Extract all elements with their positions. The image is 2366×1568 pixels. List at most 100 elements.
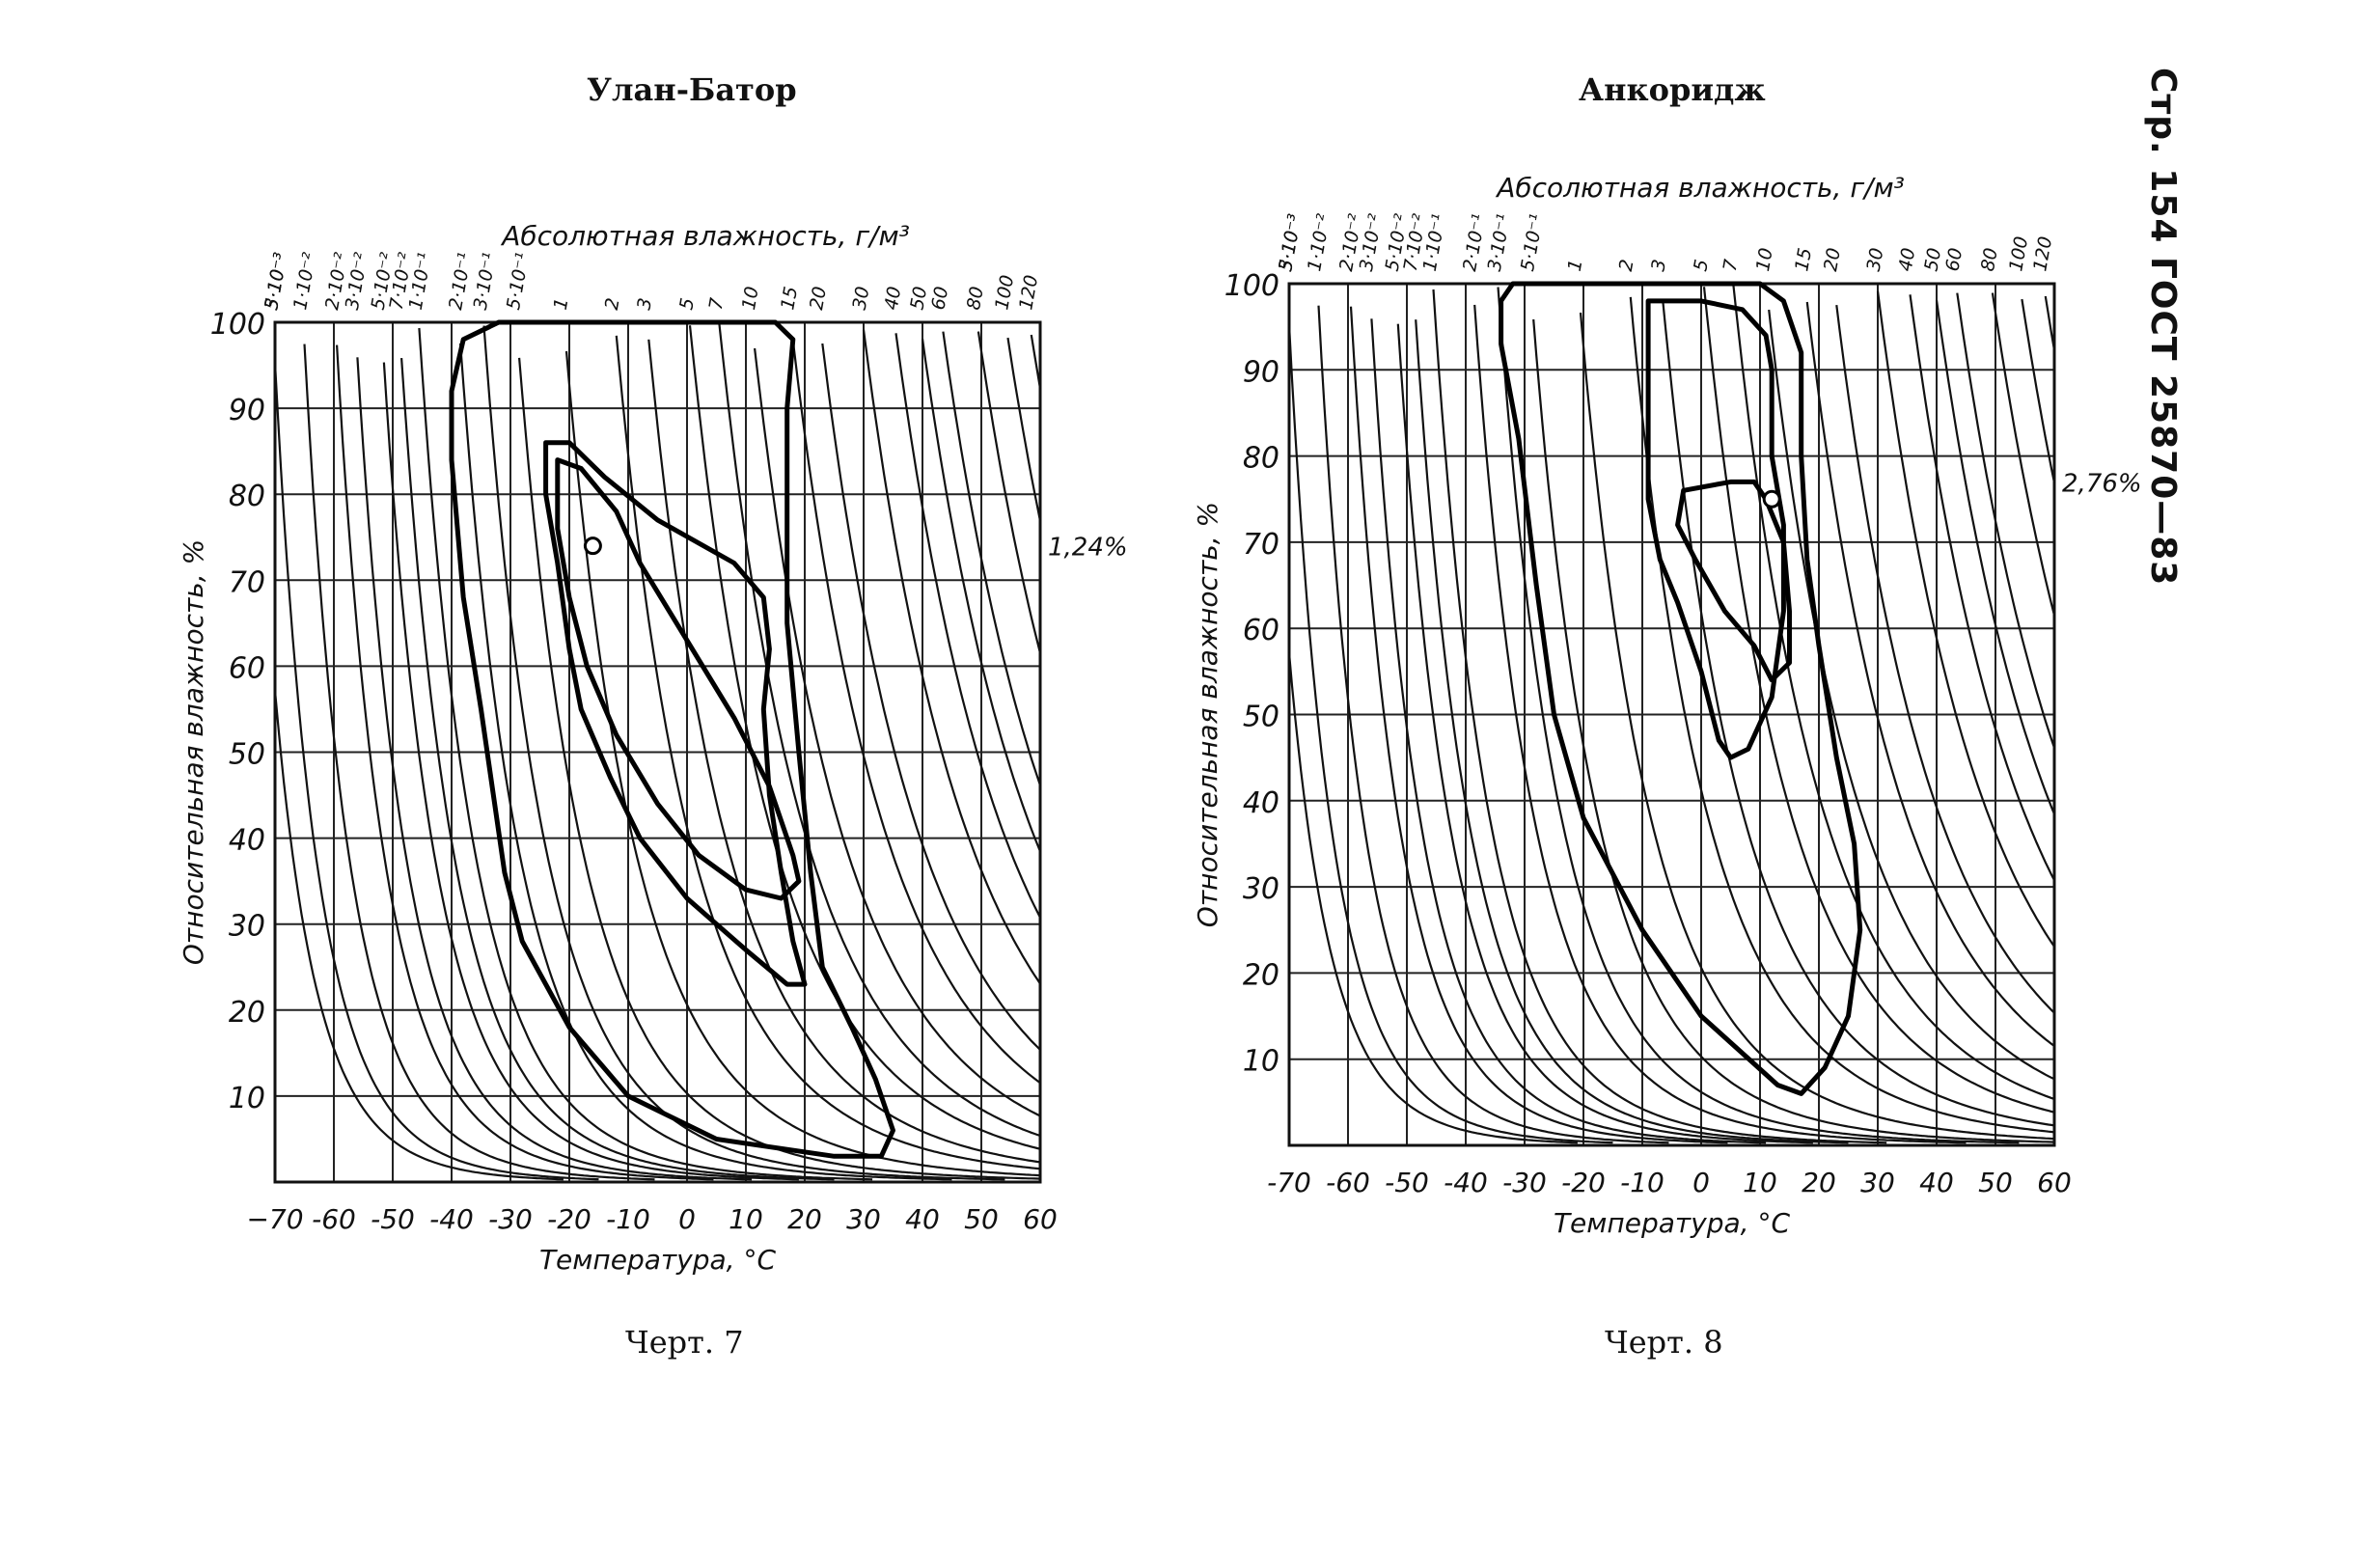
figure-caption-8: Черт. 8 [1605,1324,1723,1361]
absolute-humidity-label: 2 [601,296,624,312]
x-tick-label: 10 [729,1203,763,1235]
y-tick-label: 90 [1243,355,1279,389]
y-tick-label: 20 [229,996,265,1030]
absolute-humidity-label: 7 [1719,258,1743,273]
y-tick-label: 100 [210,308,265,342]
absolute-humidity-label: 80 [1977,246,2002,273]
absolute-humidity-label: 15 [777,285,802,312]
x-tick-label: 30 [846,1203,881,1235]
top-axis-label: Абсолютная влажность, г/м³ [500,220,910,252]
absolute-humidity-label: 2 [1615,258,1638,273]
top-axis-label: Абсолютная влажность, г/м³ [1495,172,1905,204]
y-axis-title: Относительная влажность, % [178,539,209,965]
y-tick-label: 90 [229,394,265,427]
absolute-humidity-curve [400,358,835,1181]
y-tick-label: 10 [229,1082,265,1115]
y-tick-label: 100 [1224,269,1279,303]
absolute-humidity-curve [1473,304,1967,1144]
absolute-humidity-curve [1909,294,2055,881]
absolute-humidity-curve [1432,289,1887,1144]
x-tick-label: -10 [606,1203,650,1235]
x-tick-label: -40 [429,1203,474,1235]
absolute-humidity-curve [1287,652,1578,1144]
x-tick-label: 40 [905,1203,940,1235]
absolute-humidity-curve [273,690,564,1181]
x-tick-label: 60 [2037,1167,2072,1198]
x-axis-title: Температура, °С [539,1244,777,1276]
absolute-humidity-curve [1956,292,2056,749]
absolute-humidity-curve [1497,287,2020,1144]
y-tick-label: 20 [1243,958,1279,992]
absolute-humidity-curve [564,350,1041,1177]
absolute-humidity-curve [2021,298,2056,483]
absolute-humidity-label: 15 [1791,246,1816,273]
absolute-humidity-curve [1532,318,2055,1143]
x-tick-label: −70 [246,1203,303,1235]
y-axis-title: Относительная влажность, % [1192,502,1224,927]
x-tick-label: 40 [1919,1167,1954,1198]
absolute-humidity-label: 20 [806,285,831,312]
x-tick-label: -50 [371,1203,415,1235]
absolute-humidity-label: 1 [550,296,573,312]
absolute-humidity-curve [1702,287,2055,1114]
climate-envelope-1 [449,319,895,1159]
climate-envelope-1 [1499,281,1863,1096]
x-tick-label: -20 [547,1203,592,1235]
absolute-humidity-label: 60 [927,285,952,312]
absolute-humidity-curve [1579,312,2055,1141]
absolute-humidity-label: 60 [1941,246,1967,273]
absolute-humidity-label: 30 [1863,246,1888,273]
x-tick-label: -30 [1502,1167,1547,1198]
absolute-humidity-curve [894,333,1041,919]
absolute-humidity-curve [977,331,1042,654]
absolute-humidity-label: 120 [2029,234,2056,273]
absolute-humidity-label: 5·10⁻³ [1275,212,1306,273]
absolute-humidity-curve [1629,296,2055,1134]
chart-title-anchorage: Анкоридж [1579,71,1766,108]
x-axis-title: Температура, °С [1554,1207,1791,1239]
x-tick-label: -70 [1267,1167,1311,1198]
climate-envelope-3 [555,457,802,901]
absolute-humidity-curve [273,363,599,1181]
climate-envelope-3 [1675,479,1792,683]
side-note: 2,76% [2062,469,2142,498]
y-tick-label: 60 [1243,614,1279,647]
absolute-humidity-curve [336,344,714,1181]
absolute-humidity-curve [862,329,1041,985]
absolute-humidity-curve [2044,295,2056,351]
absolute-humidity-curve [1991,292,2056,616]
chart-title-ulaanbaatar: Улан-Батор [587,71,797,108]
absolute-humidity-curve [1317,305,1669,1144]
absolute-humidity-curve [482,325,1005,1181]
absolute-humidity-curve [1876,290,2055,948]
absolute-humidity-curve [921,339,1042,852]
absolute-humidity-label: 10 [738,285,763,312]
y-tick-label: 10 [1243,1045,1279,1079]
absolute-humidity-curve [382,362,799,1181]
absolute-humidity-curve [1935,300,2056,815]
x-tick-label: 50 [1978,1167,2013,1198]
x-tick-label: 60 [1023,1203,1058,1235]
y-tick-label: 50 [229,738,265,772]
y-tick-label: 70 [229,565,265,599]
y-tick-label: 60 [229,651,265,685]
y-tick-label: 80 [229,480,265,513]
absolute-humidity-curve [821,343,1041,1051]
absolute-humidity-curve [1396,323,1813,1144]
absolute-humidity-curve [688,325,1041,1150]
x-tick-label: 0 [1692,1167,1710,1198]
x-tick-label: -10 [1620,1167,1664,1198]
absolute-humidity-curve [356,357,753,1181]
absolute-humidity-curve [615,335,1041,1170]
x-tick-label: -40 [1444,1167,1488,1198]
absolute-humidity-label: 3 [633,296,656,312]
y-tick-label: 70 [1243,528,1279,562]
x-tick-label: 50 [964,1203,999,1235]
absolute-humidity-label: 40 [881,285,906,312]
x-tick-label: 30 [1860,1167,1895,1198]
absolute-humidity-label: 3 [1647,258,1670,273]
absolute-humidity-curve [1030,334,1042,389]
absolute-humidity-curve [418,327,873,1181]
